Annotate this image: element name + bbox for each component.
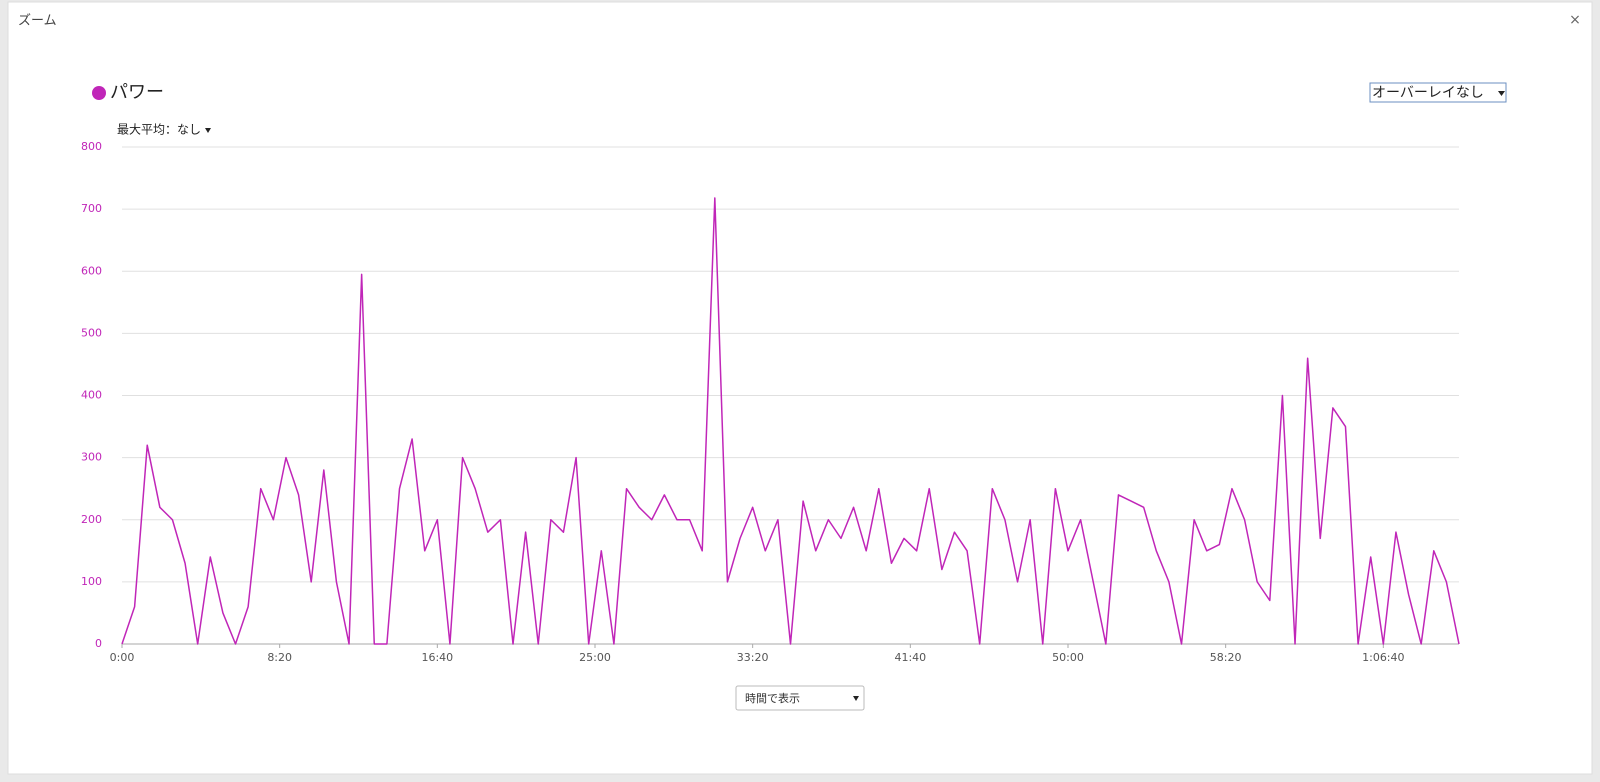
x-tick-label: 0:00: [110, 651, 135, 664]
dialog-title: ズーム: [18, 13, 57, 29]
select-arrow: [853, 696, 859, 701]
x-tick-label: 1:06:40: [1362, 651, 1404, 664]
y-tick-label: 400: [81, 389, 102, 402]
select-label: オーバーレイなし: [1372, 85, 1484, 101]
select-label: 時間で表示: [745, 691, 800, 705]
x-tick-label: 50:00: [1052, 651, 1084, 664]
plot: 0 100 200 300 400 500 600 700 800 0:00 8:20 16:40 25…: [81, 140, 1460, 664]
y-tick-label: 700: [81, 202, 102, 215]
overlay-select[interactable]: オーバーレイなし: [1369, 82, 1507, 103]
select-box: [1369, 82, 1507, 103]
select-arrow: [205, 128, 211, 133]
legend-dot: [92, 86, 106, 100]
x-tick-label: 8:20: [267, 651, 292, 664]
select-arrow: [1498, 91, 1505, 96]
x-tick-label: 33:20: [737, 651, 769, 664]
x-tick-label: 25:00: [579, 651, 611, 664]
y-tick-label: 600: [81, 264, 102, 277]
x-tick-label: 41:40: [894, 651, 926, 664]
y-tick-label: 800: [81, 140, 102, 153]
max-average-select[interactable]: 最大平均：なし: [117, 123, 211, 137]
close-button[interactable]: ×: [1569, 12, 1581, 28]
y-tick-label: 200: [81, 513, 102, 526]
y-tick-label: 300: [81, 451, 102, 464]
x-mode-select[interactable]: 時間で表示: [735, 685, 865, 711]
legend-label: パワー: [110, 82, 164, 103]
y-tick-label: 0: [95, 637, 102, 650]
select-label: 最大平均：なし: [117, 123, 201, 137]
x-tick-label: 58:20: [1210, 651, 1242, 664]
y-tick-label: 500: [81, 326, 102, 339]
select-box: [735, 685, 865, 711]
dialog-panel: [7, 1, 1593, 775]
power-line: [121, 197, 1460, 645]
y-tick-label: 100: [81, 575, 102, 588]
x-tick-label: 16:40: [421, 651, 453, 664]
